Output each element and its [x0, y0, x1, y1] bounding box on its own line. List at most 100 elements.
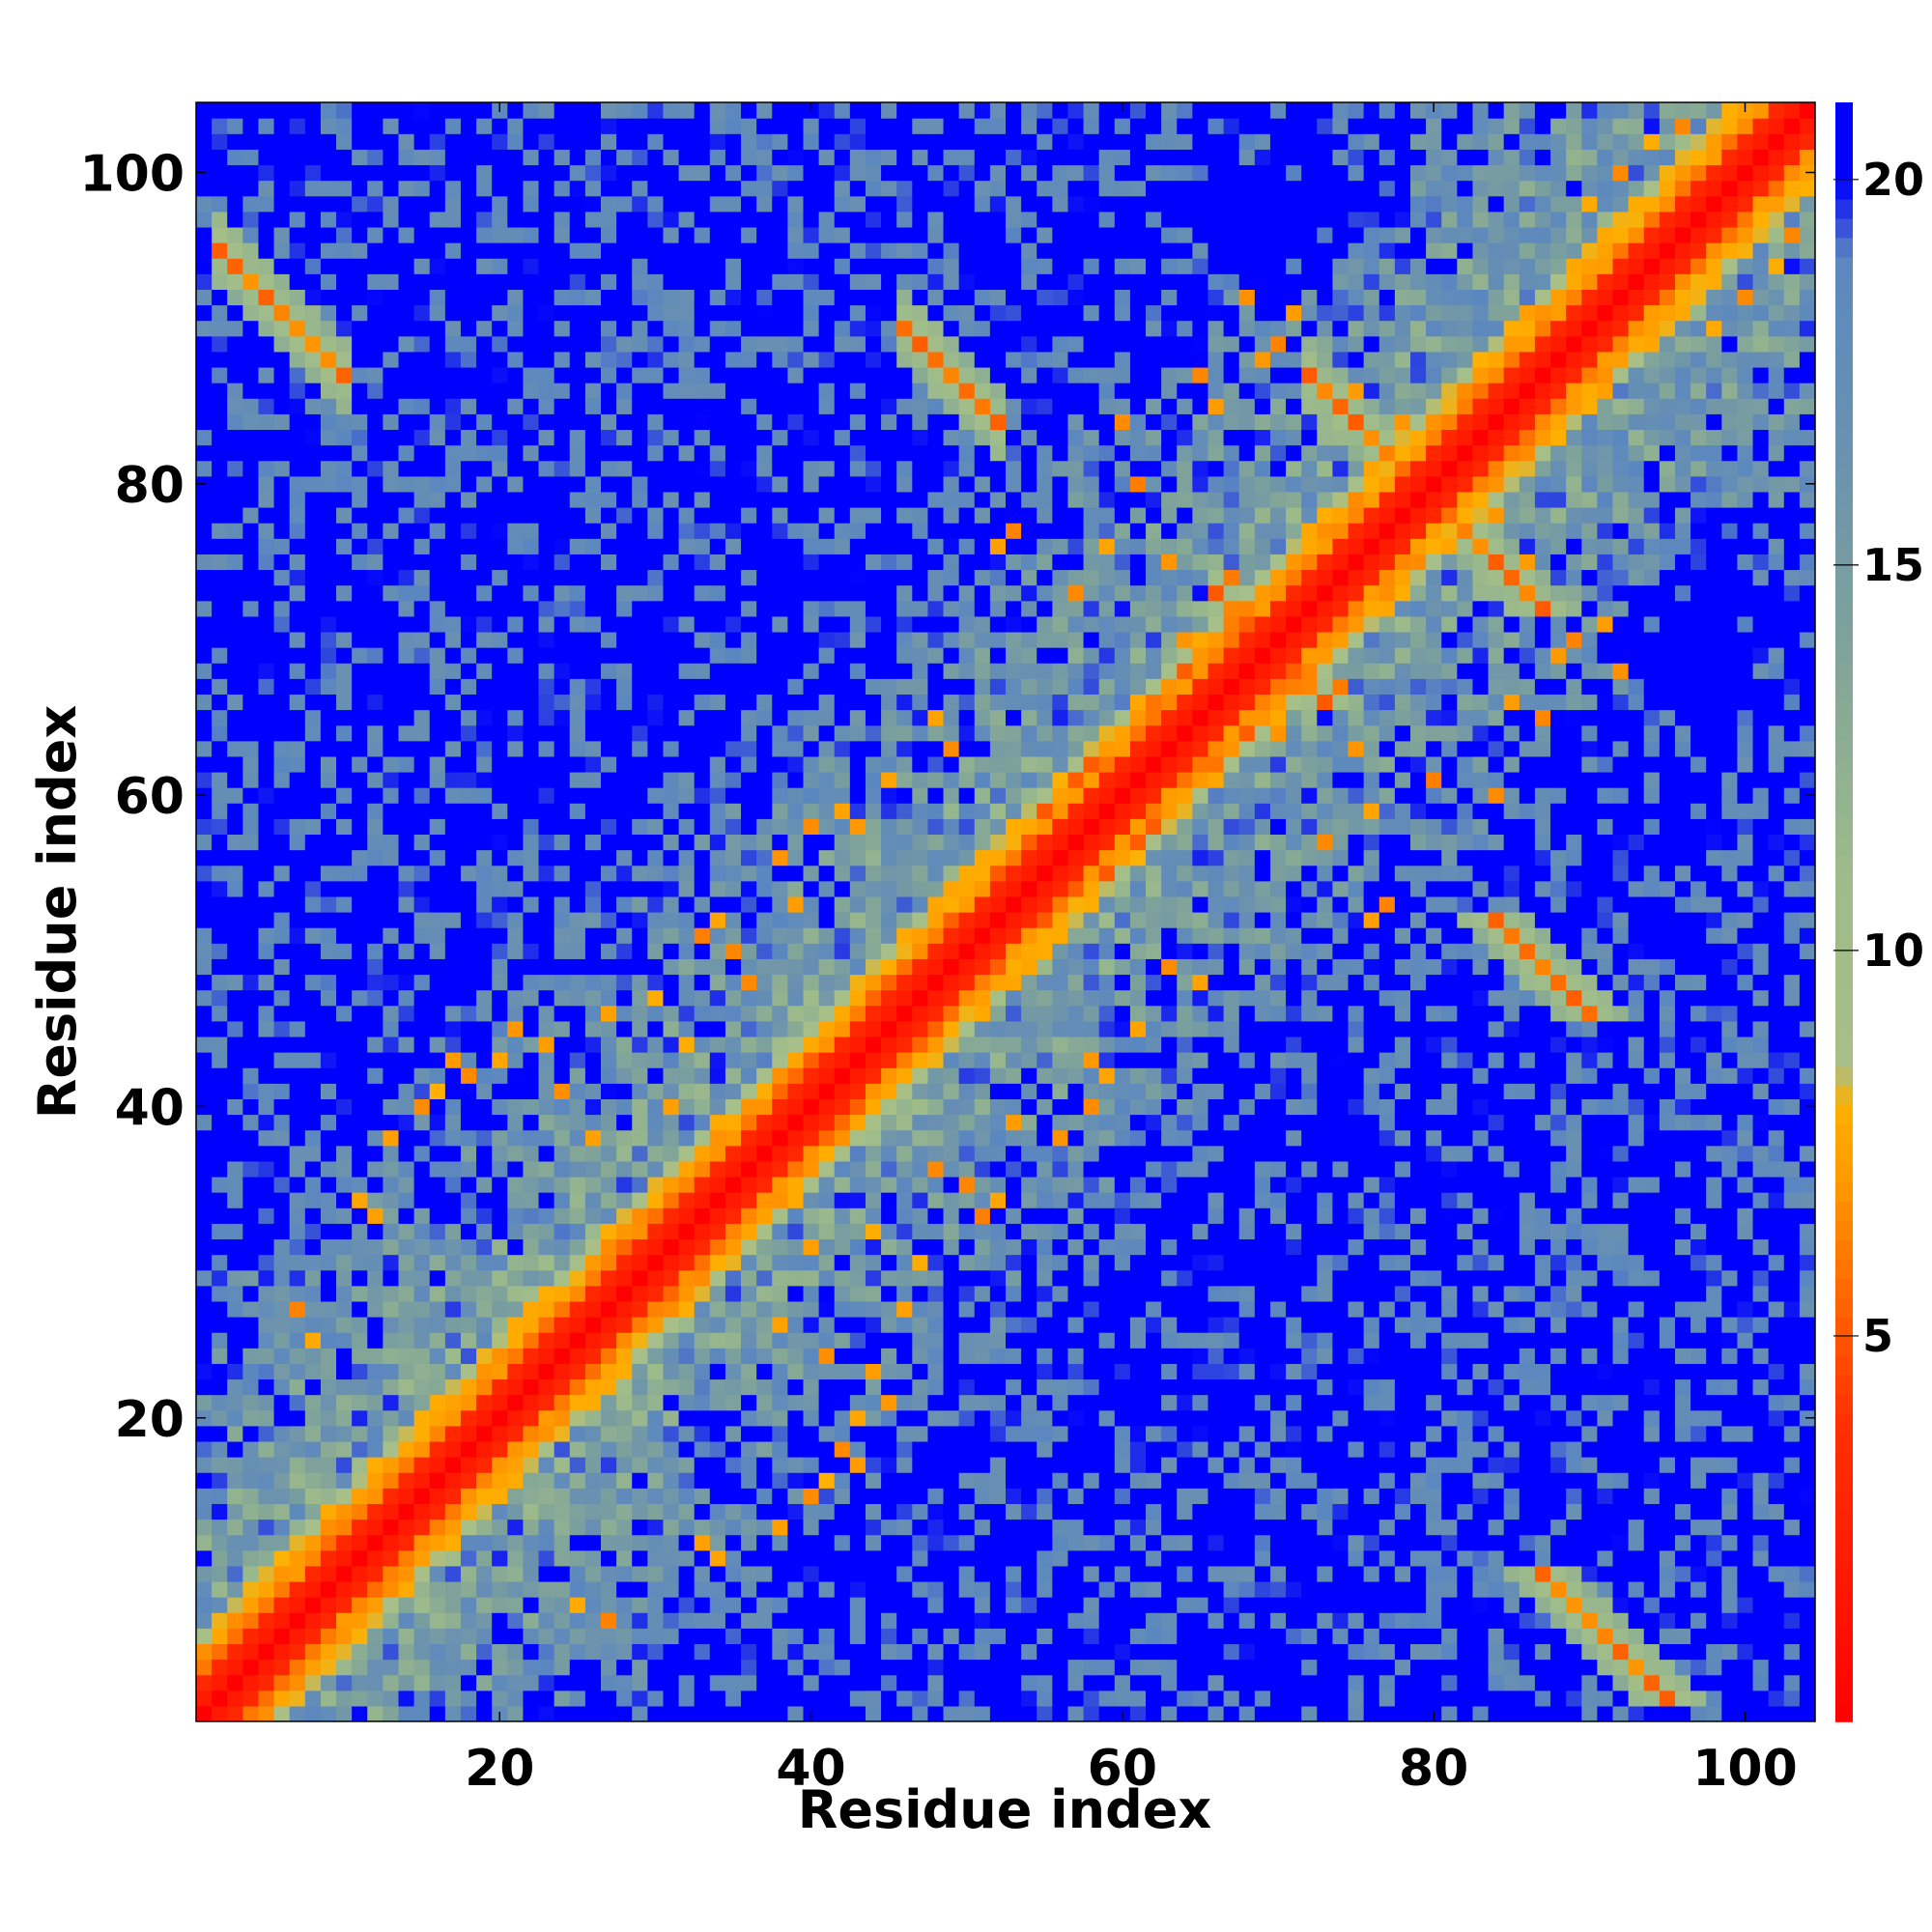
heatmap-cell	[912, 1005, 929, 1022]
heatmap-cell	[413, 475, 431, 493]
heatmap-cell	[460, 475, 477, 493]
heatmap-cell	[709, 724, 726, 742]
heatmap-cell	[492, 1317, 508, 1333]
heatmap-cell	[584, 195, 602, 213]
heatmap-cell	[632, 1690, 648, 1707]
heatmap-cell	[429, 273, 446, 290]
heatmap-cell	[678, 1005, 696, 1022]
heatmap-cell	[678, 1348, 696, 1364]
heatmap-cell	[741, 1052, 757, 1068]
heatmap-cell	[289, 663, 306, 679]
heatmap-cell	[632, 1317, 648, 1333]
heatmap-cell	[632, 351, 648, 368]
heatmap-cell	[258, 1208, 275, 1224]
heatmap-cell	[818, 1098, 836, 1116]
heatmap-cell	[212, 429, 228, 446]
heatmap-cell	[429, 149, 446, 166]
heatmap-cell	[336, 912, 353, 928]
heatmap-cell	[632, 1208, 648, 1224]
heatmap-cell	[616, 133, 633, 150]
heatmap-cell	[569, 523, 586, 539]
heatmap-cell	[538, 335, 555, 353]
heatmap-cell	[647, 351, 665, 368]
heatmap-cell	[429, 615, 446, 633]
heatmap-cell	[444, 943, 462, 959]
heatmap-cell	[881, 1549, 897, 1567]
heatmap-cell	[538, 631, 555, 648]
heatmap-cell	[912, 304, 929, 322]
heatmap-cell	[912, 1223, 929, 1240]
heatmap-cell	[849, 1440, 867, 1458]
heatmap-cell	[601, 615, 617, 633]
heatmap-cell	[865, 1597, 882, 1613]
heatmap-cell	[352, 600, 368, 617]
heatmap-cell	[196, 1052, 213, 1068]
heatmap-cell	[196, 1036, 213, 1053]
heatmap-cell	[258, 1363, 275, 1380]
heatmap-cell	[849, 1254, 867, 1271]
heatmap-cell	[741, 1425, 757, 1442]
heatmap-cell	[849, 1690, 867, 1707]
heatmap-cell	[523, 1269, 540, 1287]
heatmap-cell	[460, 366, 477, 384]
heatmap-cell	[569, 895, 586, 913]
heatmap-cell	[881, 1705, 897, 1721]
heatmap-cell	[212, 1597, 228, 1613]
heatmap-cell	[709, 335, 726, 353]
heatmap-cell	[865, 1472, 882, 1489]
heatmap-cell	[538, 694, 555, 711]
heatmap-cell	[336, 1440, 353, 1458]
heatmap-cell	[865, 1223, 882, 1240]
heatmap-cell	[429, 320, 446, 337]
heatmap-cell	[507, 273, 525, 290]
heatmap-cell	[694, 1208, 711, 1224]
heatmap-cell	[647, 740, 665, 757]
heatmap-cell	[584, 1238, 602, 1256]
heatmap-cell	[460, 771, 477, 788]
heatmap-cell	[242, 631, 260, 648]
heatmap-cell	[507, 211, 525, 228]
heatmap-cell	[413, 1005, 431, 1022]
heatmap-cell	[724, 584, 742, 602]
heatmap-cell	[304, 211, 322, 228]
heatmap-cell	[756, 1565, 773, 1582]
heatmap-cell	[803, 1083, 820, 1099]
heatmap-cell	[881, 195, 897, 213]
heatmap-cell	[242, 383, 260, 399]
heatmap-cell	[881, 273, 897, 290]
heatmap-cell	[507, 149, 525, 166]
heatmap-cell	[865, 351, 882, 368]
heatmap-cell	[476, 1659, 493, 1676]
heatmap-cell	[258, 1269, 275, 1287]
heatmap-cell	[881, 1348, 897, 1364]
heatmap-cell	[460, 1332, 477, 1349]
heatmap-cell	[523, 615, 540, 633]
heatmap-cell	[352, 1332, 368, 1349]
heatmap-cell	[709, 164, 726, 182]
heatmap-cell	[741, 1643, 757, 1661]
heatmap-cell	[227, 413, 243, 431]
heatmap-cell	[616, 1565, 633, 1582]
heatmap-cell	[927, 1020, 945, 1037]
heatmap-cell	[818, 880, 836, 897]
heatmap-cell	[834, 398, 851, 414]
heatmap-cell	[632, 118, 648, 134]
heatmap-cell	[601, 1285, 617, 1302]
heatmap-cell	[632, 615, 648, 633]
heatmap-cell	[632, 460, 648, 477]
heatmap-cell	[881, 1020, 897, 1037]
heatmap-cell	[383, 1705, 400, 1721]
heatmap-cell	[492, 1628, 508, 1645]
heatmap-cell	[849, 242, 867, 259]
heatmap-cell	[304, 1643, 322, 1661]
heatmap-cell	[849, 1192, 867, 1208]
heatmap-cell	[803, 351, 820, 368]
heatmap-cell	[460, 865, 477, 882]
heatmap-cell	[741, 1067, 757, 1084]
heatmap-cell	[492, 865, 508, 882]
heatmap-cell	[304, 584, 322, 602]
heatmap-cell	[304, 1580, 322, 1598]
heatmap-cell	[709, 1114, 726, 1131]
heatmap-cell	[896, 180, 913, 197]
heatmap-cell	[678, 1114, 696, 1131]
